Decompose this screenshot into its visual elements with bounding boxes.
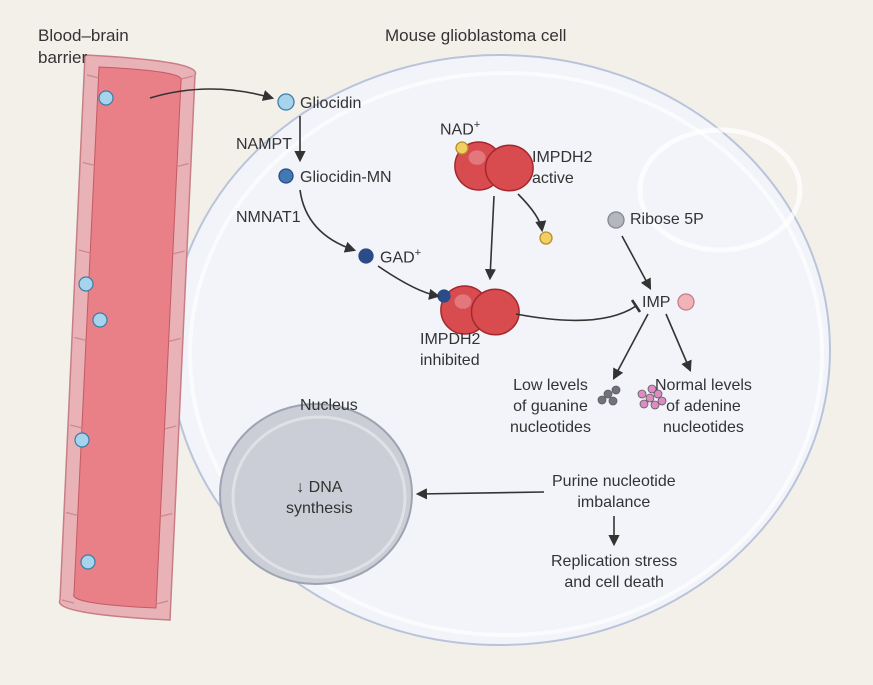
label-lowg: Low levelsof guaninenucleotides <box>510 376 591 438</box>
ribose-dot <box>608 212 624 228</box>
label-cell_title: Mouse glioblastoma cell <box>385 25 566 47</box>
imp-dot <box>678 294 694 310</box>
blood-vessel <box>59 55 195 620</box>
gliocidinmn-dot <box>279 169 293 183</box>
label-gliocidin: Gliocidin <box>300 94 361 115</box>
vessel-gliocidin-dot <box>99 91 113 105</box>
nad-dot <box>456 142 468 154</box>
label-bbb: Blood–brainbarrier <box>38 25 129 69</box>
label-gad: GAD+ <box>380 246 421 269</box>
label-nad: NAD+ <box>440 118 480 141</box>
label-impdh2a: IMPDH2active <box>532 148 592 190</box>
nad_release-dot <box>540 232 552 244</box>
label-impdh2i: IMPDH2inhibited <box>420 330 480 372</box>
label-purimb: Purine nucleotideimbalance <box>552 472 676 514</box>
vessel-gliocidin-dot <box>75 433 89 447</box>
label-ribose5p: Ribose 5P <box>630 210 704 231</box>
label-nampt: NAMPT <box>236 135 292 156</box>
label-repcell: Replication stressand cell death <box>551 552 677 594</box>
vessel-gliocidin-dot <box>93 313 107 327</box>
label-nucleus: Nucleus <box>300 396 358 417</box>
vessel-gliocidin-dot <box>81 555 95 569</box>
label-dnasyn: ↓ DNAsynthesis <box>286 478 353 520</box>
gad_bound-dot <box>438 290 450 302</box>
gliocidin-dot <box>278 94 294 110</box>
impdh2-blob <box>441 286 519 335</box>
gad-dot <box>359 249 373 263</box>
vessel-gliocidin-dot <box>79 277 93 291</box>
label-gliocidinmn: Gliocidin-MN <box>300 168 392 189</box>
label-nmnat1: NMNAT1 <box>236 208 301 229</box>
diagram-canvas: Blood–brainbarrier Mouse glioblastoma cel… <box>0 0 873 685</box>
label-imp: IMP <box>642 293 670 314</box>
label-norma: Normal levelsof adeninenucleotides <box>655 376 752 438</box>
